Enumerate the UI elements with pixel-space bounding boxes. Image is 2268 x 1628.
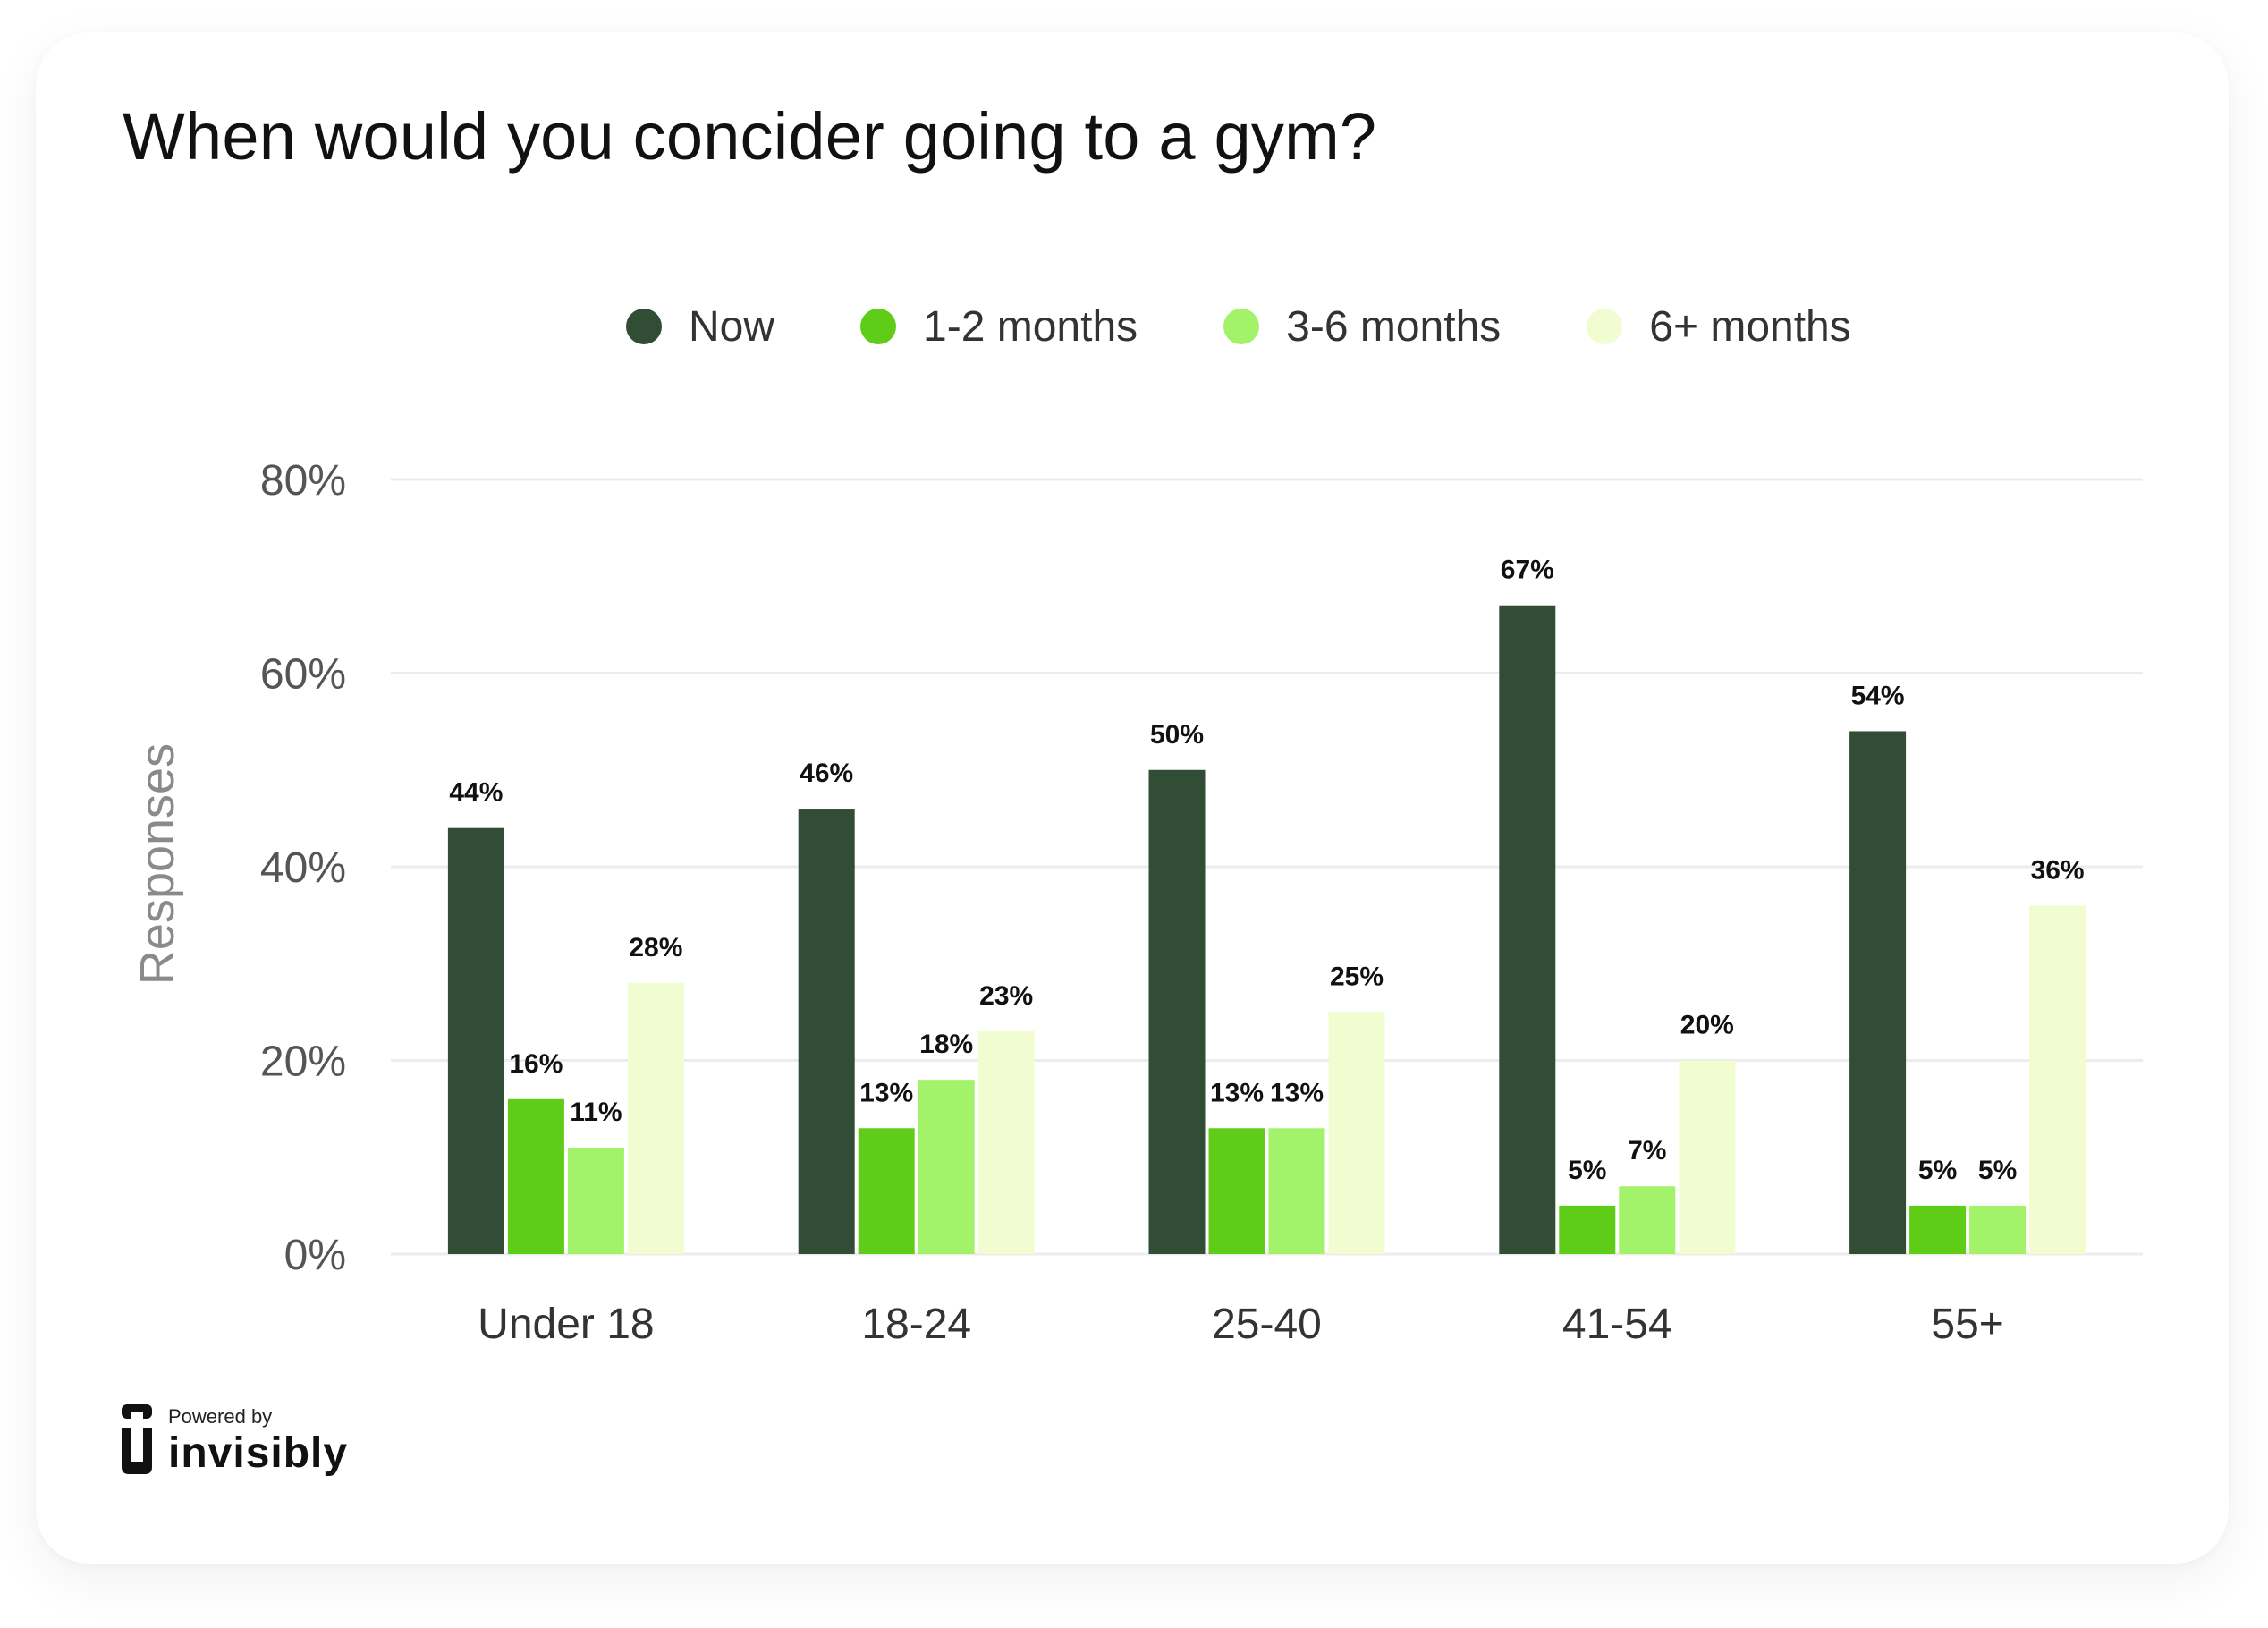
bar [1328, 1012, 1385, 1254]
data-label: 67% [1501, 555, 1554, 585]
bar [798, 809, 855, 1254]
x-tick-label: 18-24 [861, 1301, 971, 1348]
bar [1679, 1060, 1736, 1254]
data-label: 13% [1270, 1078, 1324, 1107]
legend-swatch-6-plus-months [1587, 309, 1623, 344]
bar [1208, 1128, 1265, 1254]
x-tick-label: 41-54 [1562, 1301, 1672, 1348]
bar [1909, 1205, 1967, 1254]
data-label: 54% [1851, 681, 1905, 710]
data-label: 18% [919, 1030, 973, 1059]
bar [1559, 1205, 1616, 1254]
legend-label-6-plus-months: 6+ months [1649, 302, 1851, 351]
data-label: 25% [1330, 962, 1384, 991]
data-label: 5% [1978, 1156, 2017, 1185]
y-axis-label: Responses [131, 743, 184, 985]
data-label: 7% [1628, 1136, 1666, 1166]
data-label: 28% [629, 933, 682, 962]
bar [918, 1080, 975, 1254]
data-label: 5% [1918, 1156, 1957, 1185]
legend-item-6-plus-months: 6+ months [1587, 302, 1851, 352]
bar [567, 1147, 624, 1254]
x-tick-label: Under 18 [478, 1301, 654, 1348]
bar [858, 1128, 915, 1254]
legend-label-1-2-months: 1-2 months [923, 302, 1138, 351]
brand-name: invisibly [168, 1429, 349, 1477]
data-label: 16% [509, 1049, 563, 1079]
legend-swatch-3-6-months [1223, 309, 1260, 344]
y-tick-label: 40% [260, 844, 346, 892]
bar [1969, 1205, 2027, 1254]
y-tick-label: 20% [260, 1039, 346, 1086]
bar [1268, 1128, 1325, 1254]
bar [2029, 905, 2086, 1254]
legend-item-3-6-months: 3-6 months [1223, 302, 1501, 352]
chart-legend: Now 1-2 months 3-6 months 6+ months [626, 291, 1851, 362]
chart-title: When would you concider going to a gym? [123, 99, 1377, 174]
data-label: 46% [800, 759, 853, 788]
legend-label-3-6-months: 3-6 months [1286, 302, 1502, 351]
legend-item-1-2-months: 1-2 months [860, 302, 1138, 352]
y-tick-label: 80% [260, 457, 346, 505]
bar [507, 1098, 564, 1254]
data-label: 50% [1150, 720, 1204, 750]
legend-item-now: Now [626, 302, 774, 352]
legend-swatch-now [626, 309, 662, 344]
powered-by-label: Powered by [168, 1405, 273, 1428]
bar [1148, 769, 1206, 1254]
x-tick-label: 25-40 [1212, 1301, 1322, 1348]
data-label: 11% [570, 1098, 622, 1127]
powered-by-badge: Powered by invisibly [122, 1404, 348, 1478]
invisibly-logo-icon [122, 1404, 152, 1474]
x-tick-label: 55+ [1931, 1301, 2003, 1348]
data-label: 13% [1210, 1078, 1264, 1107]
data-label: 23% [979, 981, 1033, 1011]
bar [447, 827, 504, 1254]
data-label: 36% [2031, 855, 2085, 885]
data-label: 44% [449, 778, 503, 808]
data-label: 5% [1568, 1156, 1606, 1185]
data-label: 13% [859, 1078, 913, 1107]
bar [1849, 731, 1907, 1254]
bar [1499, 605, 1556, 1254]
y-tick-label: 0% [284, 1232, 346, 1279]
data-label: 20% [1680, 1011, 1734, 1040]
bar [977, 1031, 1035, 1254]
bar [1619, 1186, 1676, 1254]
bar [627, 982, 684, 1254]
y-tick-label: 60% [260, 651, 346, 699]
legend-swatch-1-2-months [860, 309, 897, 344]
legend-label-now: Now [689, 302, 775, 351]
